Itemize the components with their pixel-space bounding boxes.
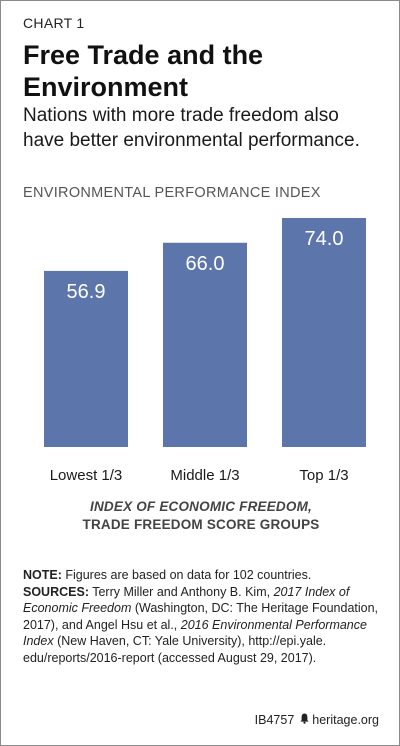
x-axis-title: INDEX OF ECONOMIC FREEDOM, TRADE FREEDOM… xyxy=(1,498,400,534)
chart-number: CHART 1 xyxy=(23,15,85,31)
source-2-publisher: (New Haven, CT: Yale University), http:/… xyxy=(23,634,327,665)
bar-2 xyxy=(163,242,247,447)
report-code: IB4757 xyxy=(254,713,295,727)
heritage-bell-icon xyxy=(300,713,309,727)
bar-value-label-3: 74.0 xyxy=(305,228,344,250)
site-link[interactable]: heritage.org xyxy=(312,713,379,727)
note-line: NOTE: Figures are based on data for 102 … xyxy=(23,567,383,584)
notes-block: NOTE: Figures are based on data for 102 … xyxy=(23,567,383,666)
chart-subtitle: Nations with more trade freedom also hav… xyxy=(23,103,383,153)
bar-1 xyxy=(44,270,128,447)
note-label: NOTE: xyxy=(23,568,62,582)
sources-label: SOURCES: xyxy=(23,584,89,599)
bar-value-label-1: 56.9 xyxy=(67,281,106,303)
chart-title: Free Trade and the Environment xyxy=(23,39,383,103)
source-1-authors: Terry Miller and Anthony B. Kim, xyxy=(88,584,274,599)
title-line-2: Environment xyxy=(23,72,189,102)
x-axis-title-line-1: INDEX OF ECONOMIC FREEDOM, xyxy=(90,499,312,514)
category-label-1: Lowest 1/3 xyxy=(50,467,123,484)
note-text: Figures are based on data for 102 countr… xyxy=(61,568,312,582)
subtitle-line-1: Nations with more trade freedom also xyxy=(23,105,339,126)
source-2-title: 2016 Environmental Performance Index xyxy=(23,617,367,649)
bar-3 xyxy=(282,218,366,447)
y-axis-label: ENVIRONMENTAL PERFORMANCE INDEX xyxy=(23,185,321,201)
source-1-publisher: (Washington, DC: The Heritage Foundation… xyxy=(23,601,379,632)
source-1-title: 2017 Index of Economic Freedom xyxy=(23,584,350,616)
category-label-2: Middle 1/3 xyxy=(170,467,239,484)
bar-value-label-2: 66.0 xyxy=(186,253,225,275)
bar-plot: 56.9 Lowest 1/3 66.0 Middle 1/3 74.0 Top 1/3 xyxy=(44,218,366,484)
title-line-1: Free Trade and the xyxy=(23,40,264,70)
category-label-3: Top 1/3 xyxy=(299,467,348,484)
sources-line: SOURCES: Terry Miller and Anthony B. Kim… xyxy=(23,584,383,667)
footer: IB4757 heritage.org xyxy=(255,713,379,727)
x-axis-title-line-2: TRADE FREEDOM SCORE GROUPS xyxy=(82,517,320,532)
subtitle-line-2: have better environmental performance. xyxy=(23,130,360,151)
